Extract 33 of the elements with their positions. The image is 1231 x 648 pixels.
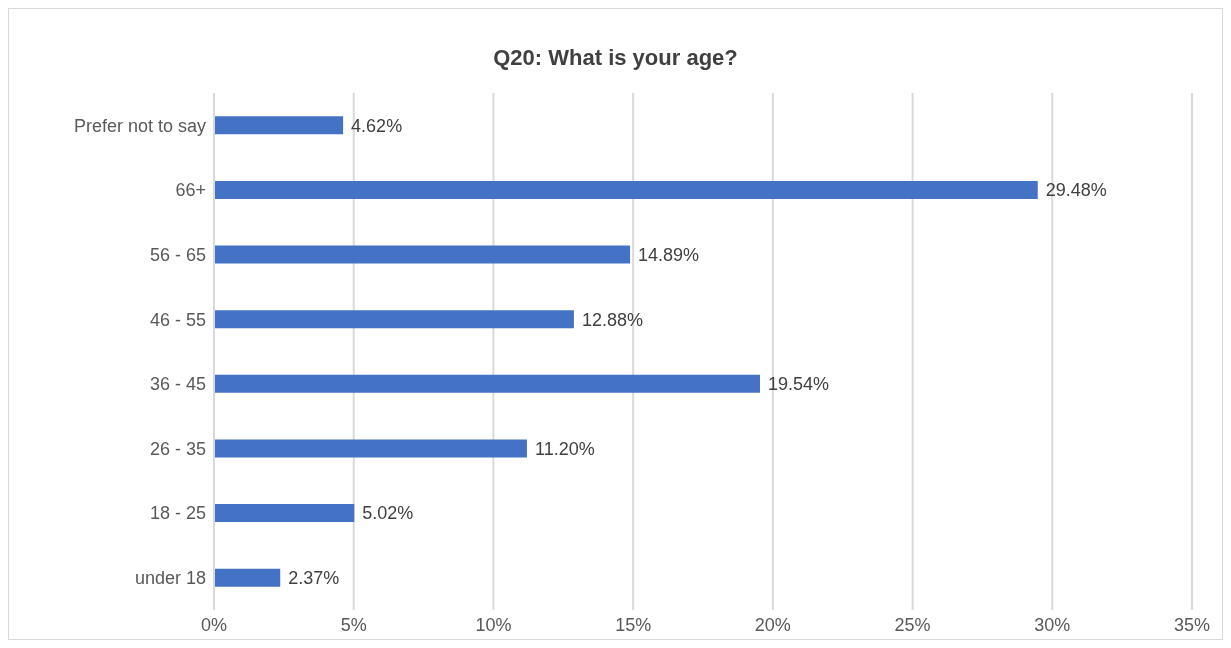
y-tick-label: 18 - 25 [149, 503, 206, 524]
y-tick-label: 56 - 65 [149, 244, 206, 265]
data-label: 2.37% [288, 568, 340, 589]
y-tick-label: 36 - 45 [149, 374, 206, 395]
x-tick-label: 35% [1173, 614, 1211, 635]
bar [214, 374, 760, 393]
data-label: 4.62% [351, 115, 403, 136]
bar [214, 439, 527, 458]
data-label: 14.89% [638, 244, 700, 265]
y-tick-label: under 18 [134, 568, 206, 589]
x-tick-label: 0% [200, 614, 228, 635]
x-tick-label: 20% [754, 614, 791, 635]
y-tick-label: Prefer not to say [73, 115, 206, 136]
bar [214, 310, 574, 329]
y-tick-label: 46 - 55 [149, 309, 206, 330]
bar [214, 180, 1038, 199]
data-label: 11.20% [534, 438, 595, 459]
bar [214, 116, 344, 135]
bar [214, 245, 631, 264]
data-label: 12.88% [581, 309, 643, 330]
data-label: 29.48% [1045, 180, 1107, 201]
x-tick-label: 25% [894, 614, 931, 635]
x-tick-label: 15% [615, 614, 652, 635]
bar [214, 568, 281, 587]
data-label: 19.54% [768, 374, 830, 395]
x-tick-label: 10% [475, 614, 512, 635]
data-label: 5.02% [362, 503, 414, 524]
chart-title: Q20: What is your age? [492, 45, 739, 72]
y-tick-label: 26 - 35 [149, 438, 206, 459]
x-tick-label: 5% [340, 614, 367, 635]
bar [214, 504, 355, 523]
x-tick-label: 30% [1034, 614, 1071, 635]
y-tick-label: 66+ [175, 180, 206, 201]
